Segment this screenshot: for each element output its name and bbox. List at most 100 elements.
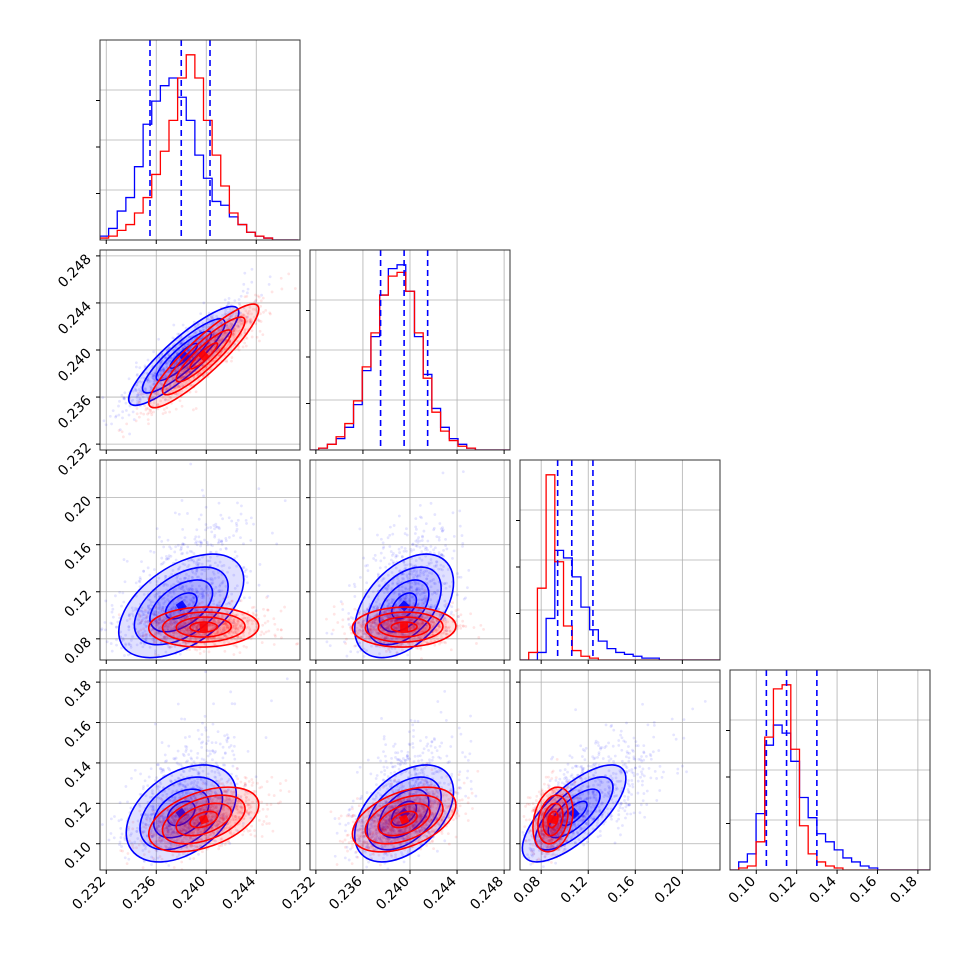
- scatter-point: [179, 545, 183, 549]
- scatter-point: [169, 608, 173, 611]
- scatter-point: [164, 411, 167, 414]
- scatter-point: [394, 619, 398, 623]
- scatter-point: [206, 614, 210, 617]
- scatter-point: [188, 648, 191, 652]
- scatter-point: [386, 609, 389, 613]
- scatter-point: [451, 511, 455, 515]
- scatter-point: [163, 638, 167, 642]
- scatter-point: [157, 621, 161, 625]
- scatter-point: [376, 617, 379, 621]
- scatter-point: [197, 575, 201, 579]
- scatter-point: [145, 406, 149, 410]
- scatter-point: [412, 564, 416, 568]
- scatter-point: [195, 373, 199, 377]
- scatter-point: [399, 599, 403, 603]
- scatter-point: [138, 615, 142, 619]
- scatter-point: [191, 571, 195, 575]
- scatter-point: [180, 596, 184, 600]
- scatter-point: [440, 529, 444, 533]
- scatter-point: [181, 628, 184, 632]
- grid-lines: [100, 460, 300, 660]
- scatter-point: [373, 553, 377, 557]
- scatter-point: [175, 632, 179, 636]
- scatter-point: [444, 605, 448, 609]
- scatter-point: [220, 540, 223, 543]
- scatter-point: [156, 607, 160, 610]
- scatter-point: [239, 294, 243, 298]
- scatter-point: [201, 592, 205, 596]
- scatter-point: [370, 621, 374, 625]
- scatter-point: [148, 385, 152, 388]
- scatter-point: [155, 631, 158, 635]
- scatter-point: [388, 525, 392, 529]
- scatter-point: [135, 396, 139, 399]
- scatter-point: [437, 536, 441, 539]
- scatter-point: [198, 558, 201, 561]
- scatter-point: [191, 600, 195, 604]
- scatter-point: [400, 585, 404, 589]
- scatter-point: [424, 554, 428, 558]
- scatter-point: [437, 613, 441, 617]
- scatter-point: [218, 626, 222, 630]
- scatter-point: [194, 324, 198, 328]
- scatter-point: [394, 632, 397, 636]
- scatter-point: [418, 593, 422, 596]
- scatter-point: [419, 647, 423, 651]
- scatter-point: [164, 355, 167, 359]
- scatter-point: [236, 619, 240, 623]
- scatter-point: [143, 364, 147, 368]
- scatter-point: [374, 600, 378, 604]
- scatter-point: [200, 568, 204, 572]
- scatter-point: [202, 618, 206, 622]
- scatter-point: [115, 643, 118, 647]
- scatter-point: [157, 627, 161, 631]
- scatter-point: [213, 527, 216, 531]
- scatter-point: [464, 596, 467, 600]
- scatter-point: [362, 655, 366, 658]
- scatter-point: [263, 614, 267, 618]
- scatter-point: [393, 619, 397, 623]
- scatter-point: [146, 378, 149, 382]
- scatter-point: [187, 587, 191, 590]
- scatter-point: [184, 584, 188, 588]
- scatter-point: [167, 645, 171, 649]
- scatter-point: [375, 613, 379, 617]
- scatter-point: [362, 647, 366, 651]
- scatter-point: [437, 551, 441, 555]
- scatter-point: [245, 522, 249, 525]
- scatter-point: [203, 538, 206, 542]
- scatter-point: [168, 384, 172, 387]
- scatter-point: [138, 614, 142, 617]
- scatter-point: [396, 625, 399, 629]
- scatter-point: [205, 540, 209, 544]
- scatter-point: [108, 414, 112, 418]
- scatter-point: [250, 606, 254, 610]
- scatter-point: [233, 332, 237, 336]
- scatter-point: [425, 546, 429, 550]
- scatter-point: [167, 359, 171, 363]
- scatter-point: [394, 626, 398, 630]
- scatter-point: [371, 620, 375, 624]
- scatter-point: [239, 635, 243, 639]
- scatter-point: [243, 328, 247, 332]
- scatter-point: [217, 526, 221, 529]
- scatter-point: [248, 320, 252, 324]
- scatter-point: [169, 607, 173, 611]
- scatter-point: [394, 554, 398, 557]
- scatter-point: [159, 382, 163, 385]
- scatter-point: [170, 627, 174, 631]
- scatter-point: [229, 602, 232, 606]
- scatter-point: [293, 287, 297, 290]
- scatter-point: [118, 399, 121, 403]
- scatter-point: [150, 411, 153, 415]
- scatter-point: [223, 298, 227, 302]
- scatter-point: [413, 625, 417, 629]
- scatter-point: [191, 595, 195, 599]
- scatter-point: [176, 393, 180, 397]
- scatter-point: [148, 645, 152, 649]
- scatter-point: [216, 323, 220, 327]
- scatter-point: [392, 625, 396, 629]
- scatter-point: [420, 591, 424, 595]
- scatter-point: [180, 376, 184, 380]
- scatter-point: [432, 581, 436, 585]
